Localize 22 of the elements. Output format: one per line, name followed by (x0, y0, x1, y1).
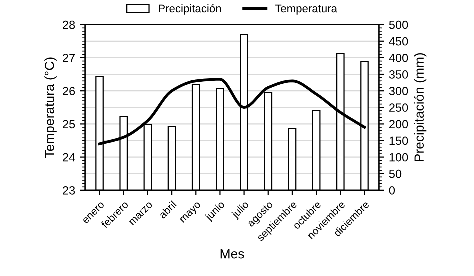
y2-tick-label: 450 (389, 37, 408, 46)
y-tick-label: 23 (63, 186, 76, 195)
y-tick-label: 28 (63, 20, 76, 30)
legend-label: Temperatura (275, 4, 338, 15)
x-axis-title: Mes (220, 250, 244, 259)
y2-tick-label: 100 (390, 153, 408, 162)
y2-tick-label: 300 (389, 87, 408, 96)
y-tick-label: 24 (63, 153, 76, 162)
y2-tick-label: 500 (389, 20, 408, 30)
y2-tick-label: 150 (390, 136, 408, 146)
legend-label: Precipitación (159, 4, 222, 15)
y-axis-title: Temperatura (°C) (44, 58, 57, 158)
y2-tick-label: 400 (389, 54, 408, 62)
y2-tick-label: 350 (389, 70, 408, 79)
y2-axis-title: Precipitación (mm) (414, 53, 427, 162)
y-tick-label: 25 (63, 120, 76, 129)
y-tick-label: 27 (63, 54, 76, 62)
y-tick-label: 26 (63, 87, 76, 96)
y2-tick-label: 0 (389, 186, 396, 195)
y2-tick-label: 200 (390, 120, 408, 129)
y2-tick-label: 50 (389, 170, 402, 178)
y2-tick-label: 250 (390, 104, 408, 112)
